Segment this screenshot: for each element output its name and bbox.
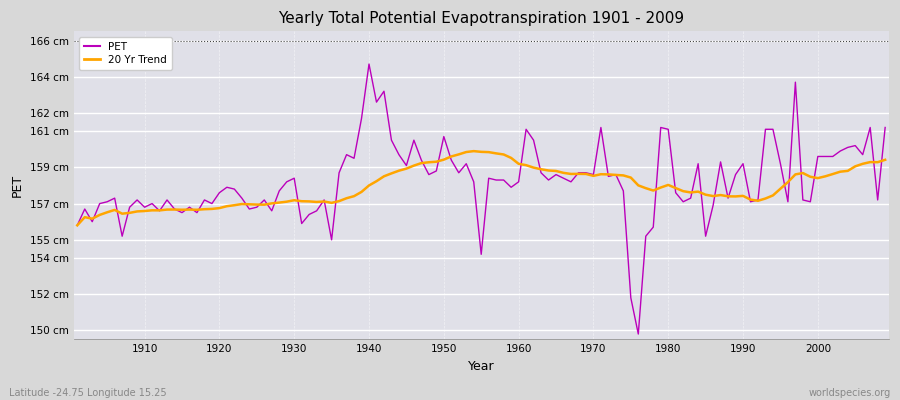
Y-axis label: PET: PET [11,174,24,197]
Title: Yearly Total Potential Evapotranspiration 1901 - 2009: Yearly Total Potential Evapotranspiratio… [278,11,684,26]
Text: worldspecies.org: worldspecies.org [809,388,891,398]
Text: Latitude -24.75 Longitude 15.25: Latitude -24.75 Longitude 15.25 [9,388,166,398]
Legend: PET, 20 Yr Trend: PET, 20 Yr Trend [78,37,172,70]
X-axis label: Year: Year [468,360,494,373]
